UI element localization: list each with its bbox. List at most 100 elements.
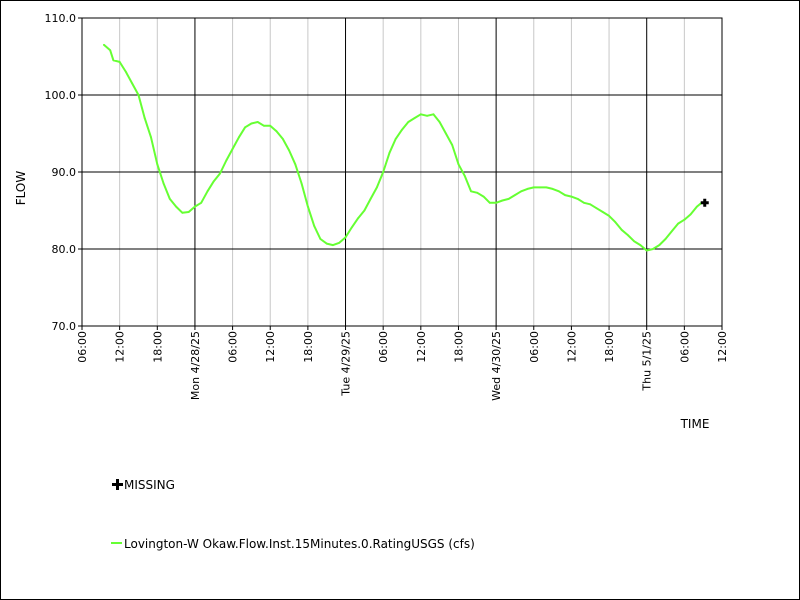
data-point	[103, 44, 105, 46]
x-tick-label: 18:00	[151, 331, 164, 363]
x-tick-label: 06:00	[528, 331, 541, 363]
data-point	[332, 244, 334, 247]
data-point	[683, 218, 686, 221]
x-tick-label: 06:00	[678, 331, 691, 363]
data-point	[212, 180, 215, 183]
data-point	[162, 182, 165, 185]
data-point	[244, 126, 247, 129]
data-point	[658, 244, 661, 247]
x-tick-label: Thu 5/1/25	[641, 331, 654, 392]
data-point	[601, 211, 604, 213]
data-point	[564, 194, 566, 197]
data-point	[670, 230, 673, 233]
data-point	[143, 117, 146, 119]
legend-missing-label: MISSING	[124, 478, 175, 492]
data-point	[256, 121, 259, 123]
data-point	[413, 117, 416, 119]
x-tick-label: 18:00	[603, 331, 616, 363]
data-point	[118, 61, 121, 63]
data-point	[652, 248, 654, 250]
x-tick-label: 18:00	[302, 331, 315, 363]
data-point	[470, 190, 472, 193]
y-tick-label: 100.0	[45, 89, 77, 102]
data-point	[350, 226, 353, 229]
x-tick-label: 06:00	[227, 331, 240, 363]
data-point	[187, 211, 190, 213]
series-line	[103, 43, 703, 252]
data-point	[275, 130, 278, 133]
data-point	[344, 236, 347, 239]
legend-series: Lovington-W Okaw.Flow.Inst.15Minutes.0.R…	[111, 537, 475, 551]
data-point	[388, 151, 391, 154]
data-point	[419, 113, 422, 116]
data-point	[369, 198, 372, 200]
data-point	[551, 188, 554, 190]
data-point	[313, 225, 316, 227]
x-tick-label: Mon 4/28/25	[189, 331, 202, 400]
data-point	[281, 138, 284, 140]
data-point	[175, 205, 178, 208]
data-point	[526, 188, 529, 190]
data-point	[294, 163, 297, 166]
x-axis-label: TIME	[680, 417, 710, 431]
data-point	[394, 138, 397, 140]
data-point	[357, 217, 359, 220]
data-point	[401, 128, 403, 131]
data-point	[545, 186, 548, 189]
data-point	[156, 163, 159, 166]
data-point	[200, 201, 203, 204]
data-point	[608, 215, 610, 217]
data-point	[677, 222, 679, 225]
data-point	[614, 221, 617, 224]
data-point	[363, 209, 366, 212]
y-tick-label: 80.0	[52, 243, 77, 256]
data-point	[338, 241, 341, 244]
data-point	[689, 213, 692, 216]
y-tick-label: 110.0	[45, 12, 77, 25]
data-point	[627, 234, 629, 237]
data-point	[620, 228, 623, 231]
data-point	[263, 124, 265, 127]
data-point	[482, 195, 485, 198]
missing-point	[700, 198, 709, 207]
y-axis-ticks: 70.0 80.0 90.0 100.0 110.0	[45, 12, 82, 333]
data-point	[639, 244, 642, 247]
data-point	[438, 121, 441, 123]
data-point	[112, 59, 115, 62]
data-point	[539, 186, 541, 189]
data-point	[319, 238, 322, 240]
missing-marker-icon	[112, 479, 123, 490]
data-point	[109, 49, 112, 52]
data-point	[664, 238, 667, 240]
data-point	[125, 71, 127, 73]
data-point	[532, 186, 535, 189]
grid	[82, 18, 722, 326]
data-point	[645, 249, 648, 252]
x-tick-label: 12:00	[565, 331, 578, 363]
x-tick-label: 06:00	[76, 331, 89, 363]
data-point	[269, 124, 272, 127]
data-point	[250, 122, 253, 125]
data-point	[168, 198, 171, 200]
x-tick-label: 12:00	[415, 331, 428, 363]
data-point	[382, 171, 385, 173]
data-point	[507, 198, 510, 200]
x-tick-label: Wed 4/30/25	[490, 331, 503, 401]
missing-layer	[700, 198, 709, 207]
x-tick-label: 12:00	[264, 331, 277, 363]
data-point	[514, 194, 516, 197]
legend-series-label: Lovington-W Okaw.Flow.Inst.15Minutes.0.R…	[124, 537, 475, 551]
y-axis-label: FLOW	[14, 171, 28, 206]
data-point	[194, 205, 196, 208]
data-point	[457, 163, 460, 166]
series-layer	[103, 43, 703, 252]
data-point	[696, 205, 698, 208]
data-point	[238, 136, 240, 139]
data-point	[407, 121, 410, 123]
data-point	[495, 201, 497, 204]
data-point	[445, 132, 447, 135]
data-point	[570, 195, 573, 198]
data-point	[576, 198, 579, 200]
